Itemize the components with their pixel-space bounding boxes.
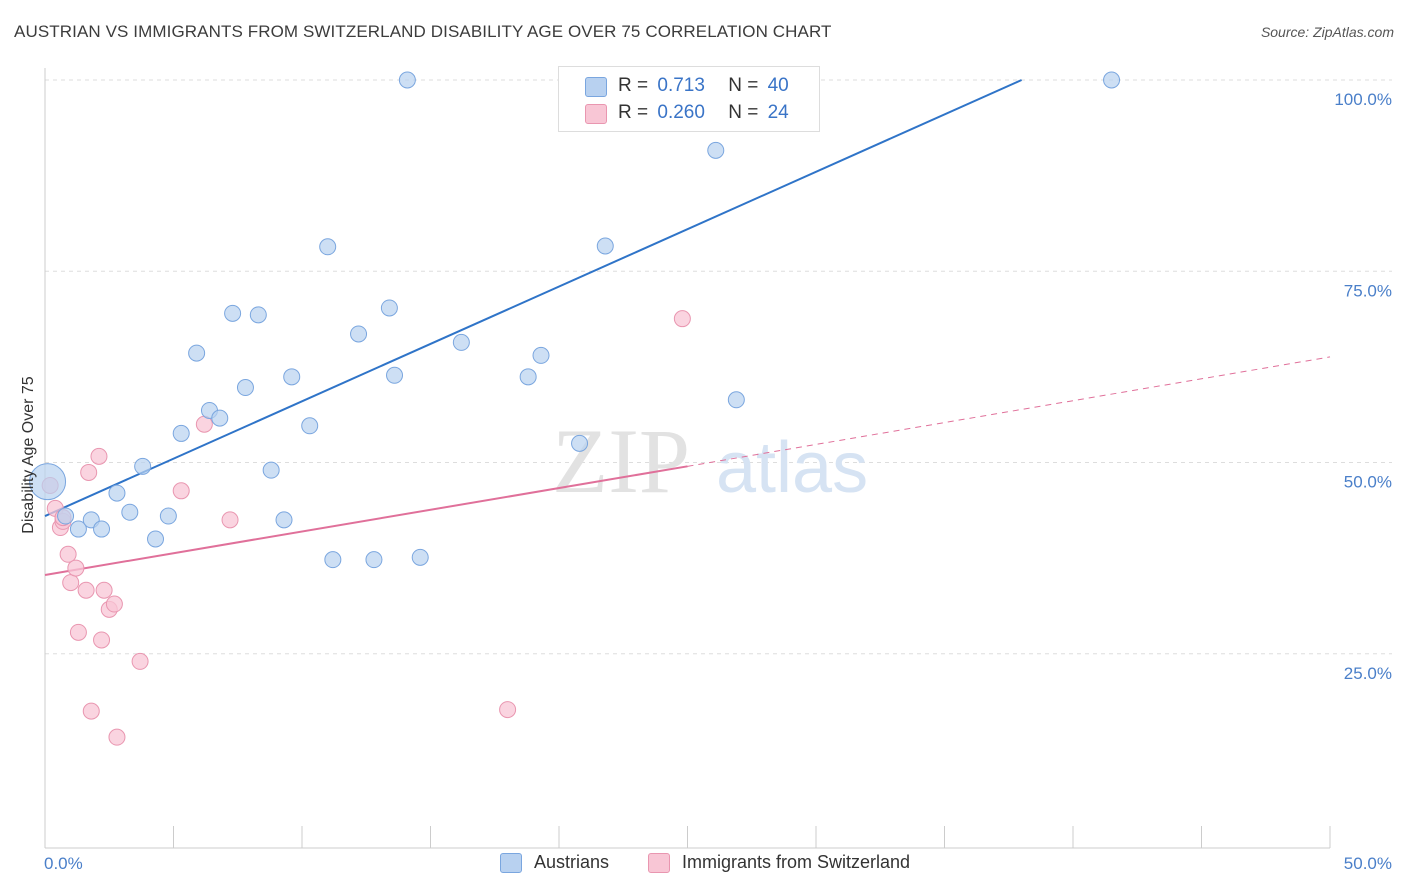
data-point-austrians xyxy=(29,463,67,501)
data-point-switzerland xyxy=(80,463,98,481)
data-point-austrians xyxy=(249,306,267,324)
trendlines xyxy=(44,79,1331,576)
data-point-austrians xyxy=(532,346,550,364)
y-tick-label: 25.0% xyxy=(1344,664,1392,683)
data-point-austrians xyxy=(365,551,383,569)
y-axis-label: Disability Age Over 75 xyxy=(20,376,37,534)
data-point-switzerland xyxy=(69,623,87,641)
y-tick-label: 75.0% xyxy=(1344,281,1392,300)
data-point-austrians xyxy=(301,417,319,435)
data-point-austrians xyxy=(262,461,280,479)
data-point-austrians xyxy=(398,71,416,89)
data-point-switzerland xyxy=(93,631,111,649)
legend-item-austrians[interactable]: Austrians xyxy=(500,852,609,873)
data-point-austrians xyxy=(452,333,470,351)
legend-swatch-blue xyxy=(585,77,607,97)
legend-n-value: 24 xyxy=(767,102,789,123)
data-point-switzerland xyxy=(673,310,691,328)
legend-swatch-pink xyxy=(648,852,670,873)
chart-title: AUSTRIAN VS IMMIGRANTS FROM SWITZERLAND … xyxy=(14,22,832,41)
data-point-austrians xyxy=(727,391,745,409)
data-point-austrians xyxy=(224,304,242,322)
data-point-switzerland xyxy=(131,652,149,670)
data-point-austrians xyxy=(211,409,229,427)
zipatlas-watermark: ZIP atlas xyxy=(552,410,868,512)
legend-r-value: 0.713 xyxy=(657,75,705,96)
data-point-austrians xyxy=(134,457,152,475)
source-credit: Source: ZipAtlas.com xyxy=(1260,24,1394,40)
data-point-switzerland xyxy=(82,702,100,720)
data-point-switzerland xyxy=(221,511,239,529)
legend-swatch-blue xyxy=(500,852,522,873)
data-point-austrians xyxy=(147,530,165,548)
data-point-switzerland xyxy=(77,581,95,599)
data-point-austrians xyxy=(411,548,429,566)
data-point-austrians xyxy=(380,299,398,317)
data-point-austrians xyxy=(519,368,537,386)
y-tick-label: 100.0% xyxy=(1334,90,1392,109)
y-tick-label: 50.0% xyxy=(1344,473,1392,492)
data-point-austrians xyxy=(1103,71,1121,89)
data-point-austrians xyxy=(596,237,614,255)
data-point-switzerland xyxy=(172,482,190,500)
trendline-switzerland-projection xyxy=(687,356,1331,467)
data-point-switzerland xyxy=(62,574,80,592)
data-point-switzerland xyxy=(499,701,517,719)
watermark-atlas: atlas xyxy=(716,428,868,508)
data-point-austrians xyxy=(283,368,301,386)
data-point-austrians xyxy=(236,379,254,397)
data-point-austrians xyxy=(319,238,337,256)
legend-swatch-pink xyxy=(585,104,607,124)
data-point-austrians xyxy=(121,503,139,521)
data-point-austrians xyxy=(108,484,126,502)
data-point-switzerland xyxy=(59,545,77,563)
data-point-austrians xyxy=(93,520,111,538)
data-point-switzerland xyxy=(90,447,108,465)
data-point-switzerland xyxy=(108,728,126,746)
legend-n-label: N = xyxy=(728,102,759,123)
legend-label-austrians: Austrians xyxy=(534,852,610,872)
data-point-austrians xyxy=(159,507,177,525)
x-tick-label: 50.0% xyxy=(1344,854,1392,873)
data-point-austrians xyxy=(324,551,342,569)
watermark-zip: ZIP xyxy=(552,410,690,512)
legend-label-switzerland: Immigrants from Switzerland xyxy=(682,852,911,872)
legend-r-label: R = xyxy=(618,102,649,123)
data-point-austrians xyxy=(188,344,206,362)
x-tick-label: 0.0% xyxy=(44,854,83,873)
series-legend: Austrians Immigrants from Switzerland xyxy=(0,852,1406,878)
trendline-austrians xyxy=(44,79,1023,517)
legend-n-value: 40 xyxy=(767,75,789,96)
data-point-switzerland xyxy=(95,581,113,599)
data-point-austrians xyxy=(172,424,190,442)
data-point-austrians xyxy=(386,366,404,384)
data-point-austrians xyxy=(707,141,725,159)
correlation-legend: R = 0.713 N = 40 R = 0.260 N = 24 xyxy=(558,66,820,132)
gridlines xyxy=(45,79,1392,655)
data-point-switzerland xyxy=(67,559,85,577)
data-point-austrians xyxy=(69,520,87,538)
data-point-austrians xyxy=(571,434,589,452)
data-point-austrians xyxy=(57,507,75,525)
legend-r-label: R = xyxy=(618,75,649,96)
data-point-austrians xyxy=(350,325,368,343)
tick-labels: 25.0% 50.0% 75.0% 100.0% 0.0% 50.0% xyxy=(44,90,1392,873)
legend-r-value: 0.260 xyxy=(657,102,705,123)
data-points xyxy=(29,71,1121,746)
axes xyxy=(44,68,1331,849)
legend-n-label: N = xyxy=(728,75,759,96)
data-point-austrians xyxy=(275,511,293,529)
trendline-switzerland xyxy=(44,465,688,576)
legend-item-switzerland[interactable]: Immigrants from Switzerland xyxy=(648,852,910,873)
data-point-switzerland xyxy=(105,595,123,613)
